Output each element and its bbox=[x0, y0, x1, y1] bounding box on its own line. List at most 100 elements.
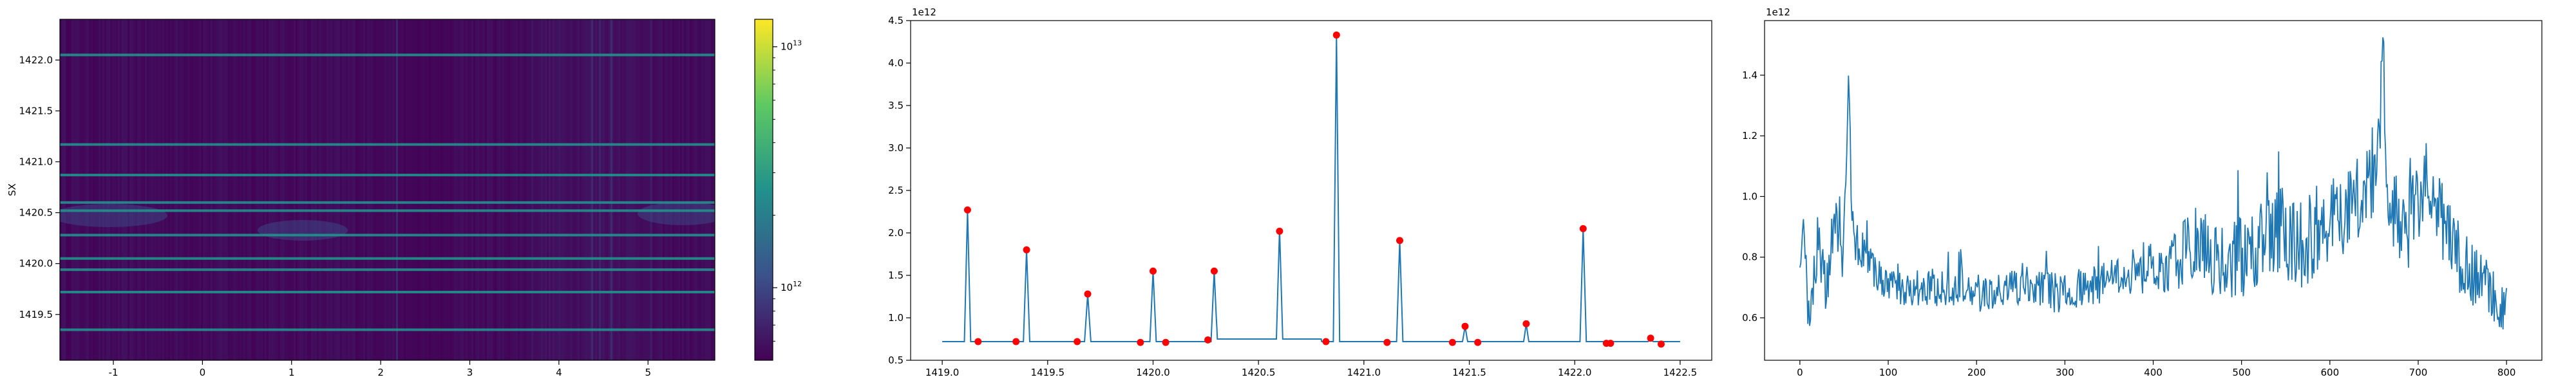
heatmap-stripe bbox=[128, 19, 129, 360]
heatmap-stripe bbox=[83, 19, 85, 360]
heatmap-stripe bbox=[305, 19, 307, 360]
x-tick-label: 100 bbox=[1879, 367, 1898, 378]
heatmap-stripe bbox=[118, 19, 120, 360]
heatmap-stripe bbox=[388, 19, 390, 360]
heatmap-stripe bbox=[207, 19, 209, 360]
heatmap-stripe bbox=[435, 19, 437, 360]
heatmap-stripe bbox=[609, 19, 611, 360]
heatmap-stripe bbox=[493, 19, 495, 360]
heatmap-stripe bbox=[520, 19, 522, 360]
heatmap-stripe bbox=[309, 19, 311, 360]
x-tick-label: 2 bbox=[377, 367, 384, 378]
heatmap-stripe bbox=[222, 19, 224, 360]
heatmap-stripe bbox=[626, 19, 628, 360]
heatmap-stripe bbox=[224, 19, 226, 360]
heatmap-stripe bbox=[630, 19, 632, 360]
heatmap-stripe bbox=[195, 19, 197, 360]
heatmap-stripe bbox=[541, 19, 543, 360]
heatmap-stripe bbox=[176, 19, 178, 360]
heatmap-stripe bbox=[574, 19, 576, 360]
heatmap-stripe bbox=[549, 19, 551, 360]
heatmap-stripe bbox=[124, 19, 126, 360]
heatmap-stripe bbox=[344, 19, 346, 360]
heatmap-stripe bbox=[95, 19, 97, 360]
x-tick-label: 200 bbox=[1967, 367, 1986, 378]
heatmap-stripe bbox=[110, 19, 112, 360]
heatmap-stripe bbox=[674, 19, 676, 360]
heatmap-stripe bbox=[184, 19, 185, 360]
heatmap-stripe bbox=[60, 19, 62, 360]
heatmap-stripe bbox=[468, 19, 469, 360]
peak-point bbox=[1461, 322, 1469, 330]
heatmap-line bbox=[60, 143, 715, 146]
heatmap-stripe bbox=[607, 19, 609, 360]
heatmap-stripe bbox=[160, 19, 162, 360]
heatmap-stripe bbox=[413, 19, 415, 360]
heatmap-stripe bbox=[620, 19, 622, 360]
heatmap-stripe bbox=[182, 19, 184, 360]
heatmap-stripe bbox=[373, 19, 375, 360]
x-tick-label: 5 bbox=[645, 367, 651, 378]
peaks-y-ticks: 0.5 1.0 1.5 2.0 2.5 3.0 3.5 4.0 4.5 bbox=[888, 15, 911, 366]
heatmap-blob bbox=[638, 202, 715, 225]
heatmap-stripe bbox=[141, 19, 143, 360]
heatmap-stripe bbox=[97, 19, 99, 360]
heatmap-stripe bbox=[659, 19, 661, 360]
heatmap-stripe bbox=[585, 19, 587, 360]
heatmap-stripe bbox=[371, 19, 373, 360]
x-tick-label: 300 bbox=[2056, 367, 2074, 378]
heatmap-stripe bbox=[392, 19, 394, 360]
y-tick-label: 1.0 bbox=[1742, 190, 1757, 202]
heatmap-stripe bbox=[506, 19, 508, 360]
heatmap-stripe bbox=[236, 19, 238, 360]
heatmap-stripe bbox=[705, 19, 707, 360]
heatmap-line bbox=[60, 257, 715, 260]
heatmap-stripe bbox=[288, 19, 290, 360]
heatmap-stripe bbox=[68, 19, 70, 360]
heatmap-stripe bbox=[384, 19, 386, 360]
heatmap-stripe bbox=[328, 19, 330, 360]
heatmap-stripe bbox=[527, 19, 529, 360]
heatmap-stripe bbox=[332, 19, 334, 360]
x-tick-label: 1419.0 bbox=[925, 367, 960, 378]
peaks-x-ticks: 1419.0 1419.5 1420.0 1420.5 1421.0 1421.5 1422… bbox=[925, 360, 1697, 378]
y-tick-label: 2.0 bbox=[888, 227, 904, 239]
heatmap-line bbox=[60, 328, 715, 331]
heatmap-y-ticks: 1419.5 1420.0 1420.5 1421.0 1421.5 1422.0 bbox=[19, 54, 60, 320]
heatmap-stripe bbox=[522, 19, 524, 360]
peak-point bbox=[1012, 338, 1020, 345]
heatmap-stripe bbox=[537, 19, 539, 360]
heatmap-stripe bbox=[618, 19, 620, 360]
heatmap-stripe bbox=[462, 19, 464, 360]
heatmap-stripe bbox=[296, 19, 298, 360]
heatmap-stripe bbox=[313, 19, 315, 360]
peak-point bbox=[1210, 267, 1218, 275]
x-tick-label: 4 bbox=[556, 367, 562, 378]
heatmap-stripe bbox=[247, 19, 249, 360]
heatmap-stripe bbox=[394, 19, 396, 360]
heatmap-stripe bbox=[158, 19, 160, 360]
heatmap-stripe bbox=[672, 19, 674, 360]
heatmap-stripe bbox=[311, 19, 313, 360]
heatmap-stripe bbox=[504, 19, 506, 360]
colorbar-ticks: 1013 1012 bbox=[773, 39, 802, 342]
heatmap-x-ticks: -1 0 1 2 3 4 5 bbox=[109, 360, 651, 378]
heatmap-stripe bbox=[446, 19, 448, 360]
heatmap-stripe bbox=[471, 19, 473, 360]
heatmap-stripe bbox=[526, 19, 527, 360]
heatmap-stripe bbox=[587, 19, 589, 360]
heatmap-stripe bbox=[253, 19, 255, 360]
peaks-plot-area bbox=[911, 21, 1712, 360]
heatmap-panel: -1 0 1 2 3 4 5 1419.51420.01420.51421.01421.51… bbox=[6, 19, 715, 378]
heatmap-stripe bbox=[213, 19, 214, 360]
heatmap-stripe bbox=[85, 19, 87, 360]
colorbar-tick-label: 1012 bbox=[781, 280, 802, 293]
y-tick-label: 1.2 bbox=[1742, 130, 1757, 142]
heatmap-stripe bbox=[566, 19, 568, 360]
y-tick-label: 1.0 bbox=[888, 312, 904, 324]
heatmap-stripe bbox=[346, 19, 348, 360]
heatmap-stripe bbox=[89, 19, 91, 360]
heatmap-stripe bbox=[62, 19, 64, 360]
heatmap-stripe bbox=[562, 19, 564, 360]
heatmap-stripe bbox=[276, 19, 278, 360]
